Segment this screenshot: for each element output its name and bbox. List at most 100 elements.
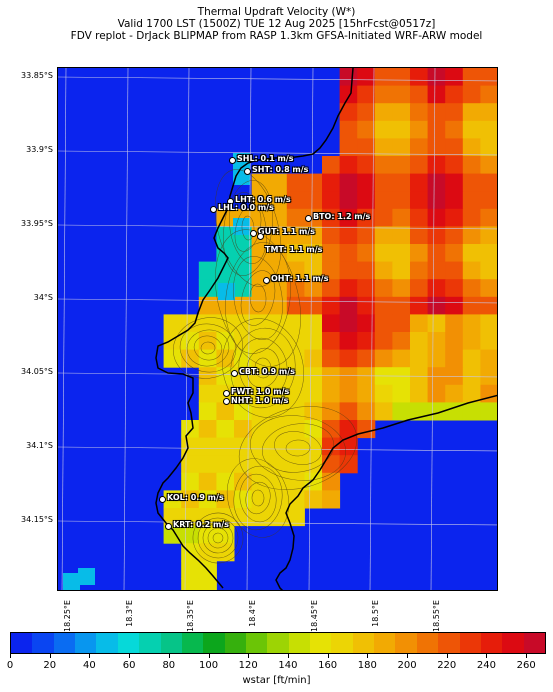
wstar-cell bbox=[322, 349, 341, 368]
wstar-cell bbox=[410, 156, 429, 175]
wstar-cell bbox=[198, 402, 217, 421]
graticule-line bbox=[58, 150, 497, 156]
colorbar-swatch bbox=[117, 633, 140, 653]
wstar-cell bbox=[462, 402, 481, 421]
wstar-cell bbox=[357, 314, 376, 333]
colorbar-tick-mark bbox=[10, 654, 11, 658]
wstar-cell bbox=[427, 314, 446, 333]
wstar-cell bbox=[462, 279, 481, 298]
wstar-cell bbox=[480, 173, 497, 192]
wstar-cell bbox=[339, 437, 358, 456]
colorbar-swatch bbox=[374, 633, 396, 653]
wstar-cell bbox=[286, 226, 305, 245]
station-label-fwt: FWT: 1.0 m/s bbox=[231, 387, 290, 396]
wstar-cell bbox=[445, 85, 464, 104]
wstar-cell bbox=[462, 314, 481, 333]
wstar-cell bbox=[427, 349, 446, 368]
station-marker[interactable] bbox=[210, 206, 217, 213]
station-marker[interactable] bbox=[159, 496, 166, 503]
false-bay-coastline bbox=[275, 394, 497, 590]
wstar-cell bbox=[304, 472, 323, 491]
wstar-cell bbox=[357, 367, 376, 386]
station-marker[interactable] bbox=[250, 230, 257, 237]
wstar-cell bbox=[480, 261, 497, 280]
station-marker[interactable] bbox=[305, 215, 312, 222]
wstar-cell bbox=[304, 314, 323, 333]
wstar-cell bbox=[480, 138, 497, 157]
station-marker[interactable] bbox=[263, 277, 270, 284]
colorbar-tick-mark bbox=[248, 654, 250, 658]
station-marker[interactable] bbox=[227, 198, 234, 205]
wstar-cell bbox=[357, 402, 376, 421]
wstar-cell bbox=[198, 296, 217, 315]
wstar-cell bbox=[286, 508, 305, 527]
wstar-cell bbox=[198, 437, 217, 456]
wstar-cell bbox=[462, 85, 481, 104]
colorbar-swatch bbox=[438, 633, 460, 653]
wstar-cell bbox=[286, 437, 305, 456]
wstar-cell bbox=[339, 332, 358, 351]
station-marker[interactable] bbox=[229, 157, 236, 164]
colorbar-tick-mark bbox=[407, 654, 409, 658]
wstar-cell bbox=[269, 279, 288, 298]
wstar-cell bbox=[374, 332, 393, 351]
wstar-cell bbox=[462, 208, 481, 227]
colorbar-tick-mark bbox=[129, 654, 131, 658]
wstar-cell bbox=[374, 226, 393, 245]
lon-label-18-30: 18.3°E bbox=[125, 600, 134, 627]
wstar-cell bbox=[198, 472, 217, 491]
colorbar-swatch bbox=[459, 633, 481, 653]
wstar-cell bbox=[339, 314, 358, 333]
wstar-cell bbox=[410, 244, 429, 263]
wstar-cell bbox=[216, 349, 235, 368]
station-marker[interactable] bbox=[223, 390, 230, 397]
wstar-cell bbox=[462, 384, 481, 403]
wstar-cell bbox=[427, 68, 446, 87]
station-marker[interactable] bbox=[165, 523, 172, 530]
wstar-cell bbox=[445, 261, 464, 280]
station-marker[interactable] bbox=[223, 398, 230, 405]
station-marker[interactable] bbox=[244, 168, 251, 175]
wstar-cell bbox=[216, 367, 235, 386]
wstar-cell bbox=[198, 384, 217, 403]
wstar-cell bbox=[392, 261, 411, 280]
wstar-cell bbox=[374, 103, 393, 122]
wstar-cell bbox=[339, 384, 358, 403]
wstar-cell bbox=[357, 191, 376, 210]
colorbar-tick-label: 60 bbox=[122, 660, 136, 671]
wstar-cell bbox=[269, 367, 288, 386]
wstar-cell bbox=[269, 332, 288, 351]
wstar-cell bbox=[392, 156, 411, 175]
wstar-cell bbox=[322, 173, 341, 192]
wstar-cell bbox=[322, 402, 341, 421]
station-label-lht: LHT: 0.6 m/s bbox=[235, 195, 291, 204]
wstar-cell bbox=[392, 279, 411, 298]
wstar-cell bbox=[480, 103, 497, 122]
colorbar-swatch bbox=[480, 633, 503, 653]
wstar-cell bbox=[234, 490, 253, 509]
wstar-cell bbox=[357, 261, 376, 280]
colorbar-tick-mark bbox=[486, 654, 488, 658]
wstar-cell bbox=[181, 437, 200, 456]
wstar-cell bbox=[269, 437, 288, 456]
wstar-cell bbox=[410, 226, 429, 245]
wstar-cell bbox=[357, 349, 376, 368]
station-marker[interactable] bbox=[231, 370, 238, 377]
wstar-cell bbox=[480, 367, 497, 386]
station-marker[interactable] bbox=[257, 233, 264, 240]
wstar-cell bbox=[427, 296, 446, 315]
wstar-cell bbox=[286, 296, 305, 315]
wstar-cell bbox=[480, 296, 497, 315]
wstar-cell bbox=[181, 472, 200, 491]
wstar-cell bbox=[304, 349, 323, 368]
wstar-cell bbox=[427, 138, 446, 157]
wstar-cell bbox=[392, 173, 411, 192]
colorbar-tick-mark bbox=[168, 654, 170, 658]
colorbar-swatch bbox=[267, 633, 289, 653]
wstar-cell bbox=[339, 420, 358, 439]
wstar-cell bbox=[480, 402, 497, 421]
wstar-cell bbox=[198, 490, 217, 509]
wstar-cell bbox=[251, 490, 270, 509]
wstar-cell bbox=[286, 279, 305, 298]
colorbar-swatch bbox=[224, 633, 246, 653]
